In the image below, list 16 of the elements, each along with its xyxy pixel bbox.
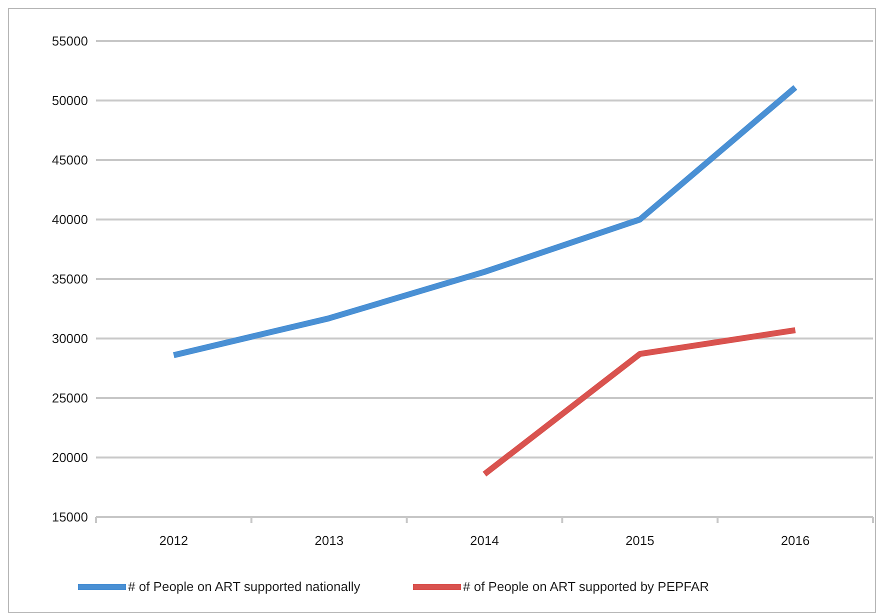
y-tick-label: 15000 bbox=[52, 510, 88, 525]
x-tick-label: 2012 bbox=[159, 533, 188, 548]
y-tick-label: 50000 bbox=[52, 93, 88, 108]
y-tick-label: 45000 bbox=[52, 152, 88, 168]
x-tick-label: 2014 bbox=[470, 533, 499, 548]
y-tick-label: 35000 bbox=[52, 272, 88, 287]
y-tick-label: 20000 bbox=[52, 450, 88, 466]
x-tick-label: 2016 bbox=[780, 533, 810, 548]
legend-label: # of People on ART supported nationally bbox=[128, 579, 361, 594]
legend-label: # of People on ART supported by PEPFAR bbox=[463, 579, 709, 594]
y-tick-label: 55000 bbox=[52, 34, 88, 49]
y-tick-label: 30000 bbox=[52, 331, 88, 346]
x-tick-label: 2015 bbox=[625, 533, 654, 548]
y-tick-label: 25000 bbox=[52, 390, 88, 406]
x-tick-label: 2013 bbox=[314, 533, 344, 548]
y-tick-label: 40000 bbox=[52, 212, 88, 228]
